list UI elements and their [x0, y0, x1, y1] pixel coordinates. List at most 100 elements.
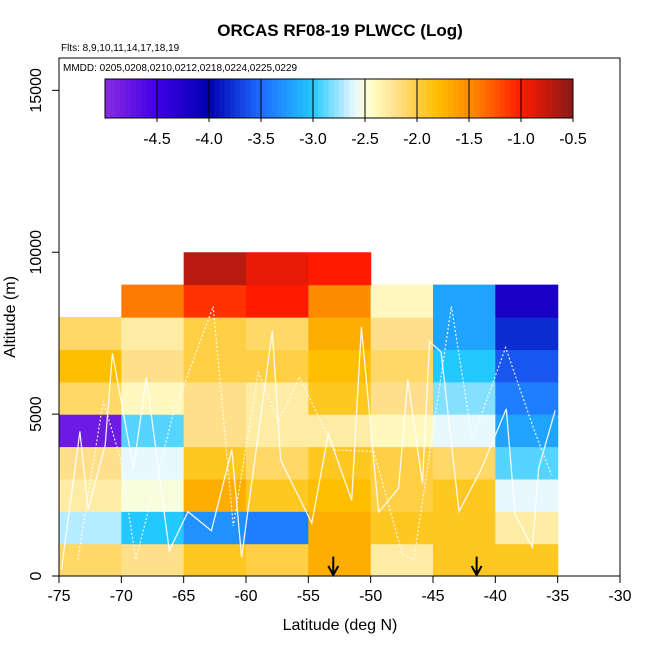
heatmap-cell	[59, 317, 122, 350]
colorbar-segment	[380, 79, 387, 118]
colorbar-tick-label: -1.0	[507, 131, 535, 148]
colorbar-segment	[297, 79, 304, 118]
colorbar-segment	[125, 79, 132, 118]
x-tick-label: -30	[608, 588, 631, 605]
heatmap-cell	[433, 317, 496, 350]
heatmap-cell	[308, 543, 372, 577]
heatmap-cell	[495, 511, 559, 545]
heatmap-cell	[121, 543, 185, 577]
colorbar-segment	[183, 79, 189, 118]
x-tick-label: -35	[546, 588, 569, 605]
heatmap-cell	[308, 349, 372, 383]
colorbar-segment	[443, 79, 449, 118]
x-tick-label: -40	[484, 588, 507, 605]
y-tick-label: 10000	[28, 230, 45, 275]
heatmap-cell	[308, 446, 372, 480]
colorbar-segment	[245, 79, 252, 118]
heatmap-cell	[246, 511, 309, 545]
heatmap-cell	[59, 414, 122, 448]
colorbar-segment	[474, 79, 480, 118]
heatmap-cell	[370, 349, 434, 383]
heatmap-cell	[370, 284, 434, 318]
heatmap-cell	[59, 511, 122, 545]
colorbar-segment	[458, 79, 465, 118]
heatmap-cell	[495, 446, 559, 480]
colorbar-segment	[500, 79, 506, 118]
colorbar-segment	[510, 79, 517, 118]
colorbar-segment	[224, 79, 231, 118]
colorbar-segment	[177, 79, 184, 118]
colorbar-segment	[453, 79, 460, 118]
colorbar-segment	[541, 79, 548, 118]
colorbar-segment	[339, 79, 345, 118]
colorbar-segment	[313, 79, 319, 118]
heatmap-cell	[433, 446, 496, 480]
flight-track	[60, 326, 556, 570]
colorbar-segment	[391, 79, 397, 118]
heatmap-cell	[495, 284, 559, 318]
heatmap-cell	[246, 317, 309, 350]
colorbar-segment	[162, 79, 168, 118]
colorbar-tick-label: -2.0	[403, 131, 431, 148]
heatmap-cell	[370, 543, 434, 577]
colorbar-segment	[203, 79, 210, 118]
heatmap-cells	[59, 252, 559, 577]
colorbar-segment	[276, 79, 283, 118]
colorbar-segment	[531, 79, 538, 118]
heatmap-cell	[308, 478, 372, 512]
colorbar-segment	[521, 79, 527, 118]
heatmap-cell	[246, 478, 309, 512]
colorbar-tick-label: -2.5	[351, 131, 379, 148]
colorbar-segment	[318, 79, 324, 118]
colorbar-segment	[432, 79, 439, 118]
colorbar-tick-label: -4.0	[195, 131, 223, 148]
heatmap-cell	[370, 478, 434, 512]
colorbar-segment	[396, 79, 402, 118]
colorbar-segment	[193, 79, 200, 118]
heatmap-cell	[370, 381, 434, 415]
colorbar-tick-label: -3.5	[247, 131, 275, 148]
flights-note: Flts: 8,9,10,11,14,17,18,19	[61, 43, 180, 54]
colorbar-segment	[557, 79, 564, 118]
colorbar-segment	[235, 79, 241, 118]
colorbar-segment	[307, 79, 314, 118]
heatmap-cell	[121, 284, 185, 318]
colorbar-segment	[110, 79, 116, 118]
heatmap-cell	[308, 252, 372, 286]
heatmap-cell	[246, 543, 309, 577]
colorbar-segment	[365, 79, 371, 118]
heatmap-cell	[183, 543, 247, 577]
colorbar: -4.5 -4.0 -3.5 -3.0 -2.5 -2.0 -1.5 -1.0 -0.5	[104, 78, 587, 148]
colorbar-segment	[349, 79, 356, 118]
colorbar-segment	[547, 79, 553, 118]
heatmap-cell	[495, 381, 559, 415]
colorbar-segment	[115, 79, 122, 118]
dates-note: MMDD: 0205,0208,0210,0212,0218,0224,0225…	[63, 63, 298, 74]
colorbar-segment	[136, 79, 142, 118]
heatmap-cell	[308, 284, 372, 318]
heatmap-cell	[59, 446, 122, 480]
colorbar-segment	[526, 79, 532, 118]
colorbar-segment	[287, 79, 293, 118]
colorbar-segment	[219, 79, 226, 118]
heatmap-cell	[433, 478, 496, 512]
colorbar-segment	[105, 79, 111, 118]
heatmap-cell	[59, 381, 122, 415]
heatmap-cell	[121, 511, 185, 545]
x-tick-label: -60	[234, 588, 257, 605]
x-axis: -75 -70 -65 -60 -55 -50 -45 -40 -35 -30	[47, 575, 632, 605]
colorbar-tick-label: -3.0	[299, 131, 327, 148]
x-tick-label: -45	[421, 588, 444, 605]
y-axis: 0 5000 10000 15000	[28, 68, 60, 580]
heatmap-cell	[183, 414, 247, 448]
x-axis-label: Latitude (deg N)	[283, 617, 398, 634]
colorbar-segment	[359, 79, 366, 118]
colorbar-segment	[463, 79, 470, 118]
colorbar-segment	[292, 79, 298, 118]
colorbar-segment	[271, 79, 278, 118]
y-tick-label: 15000	[28, 68, 45, 113]
heatmap-cell	[121, 317, 185, 350]
x-tick-label: -70	[110, 588, 133, 605]
colorbar-segment	[266, 79, 272, 118]
heatmap-cell	[183, 252, 247, 286]
